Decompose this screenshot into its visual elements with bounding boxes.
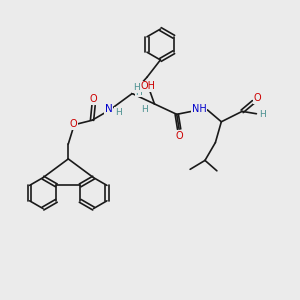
Text: H: H <box>142 105 148 114</box>
Text: H: H <box>115 108 122 117</box>
Text: O: O <box>70 119 77 129</box>
Text: O: O <box>90 94 97 104</box>
Text: NH: NH <box>192 104 207 114</box>
Text: H: H <box>135 88 142 97</box>
Text: O: O <box>175 131 183 141</box>
Text: O: O <box>254 93 261 103</box>
Text: N: N <box>104 104 112 114</box>
Text: H: H <box>259 110 266 119</box>
Text: OH: OH <box>140 81 155 91</box>
Text: H: H <box>133 83 140 92</box>
